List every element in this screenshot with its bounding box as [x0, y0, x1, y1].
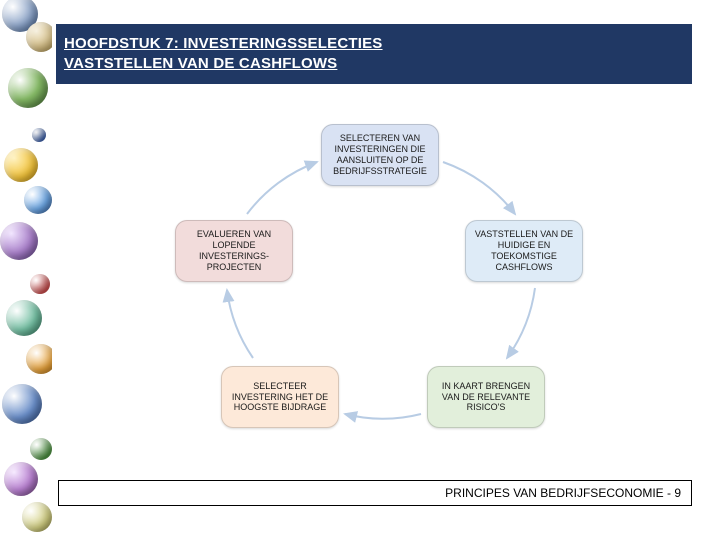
- decorative-marble: [2, 384, 42, 424]
- decorative-marble: [32, 128, 46, 142]
- title-line-2: VASTSTELLEN VAN DE CASHFLOWS: [64, 54, 692, 74]
- cycle-node: EVALUEREN VAN LOPENDE INVESTERINGS-PROJE…: [175, 220, 293, 282]
- cycle-arrow: [345, 414, 421, 419]
- cycle-node-label: VASTSTELLEN VAN DE HUIDIGE EN TOEKOMSTIG…: [470, 229, 578, 272]
- footer-box: PRINCIPES VAN BEDRIJFSECONOMIE - 9: [58, 480, 692, 506]
- cycle-node: VASTSTELLEN VAN DE HUIDIGE EN TOEKOMSTIG…: [465, 220, 583, 282]
- decorative-marble: [8, 68, 48, 108]
- cycle-node-label: IN KAART BRENGEN VAN DE RELEVANTE RISICO…: [432, 381, 540, 413]
- cycle-arrow: [443, 162, 515, 214]
- decorative-marbles-strip: [0, 0, 52, 540]
- cycle-node-label: SELECTEREN VAN INVESTERINGEN DIE AANSLUI…: [326, 133, 434, 176]
- decorative-marble: [4, 462, 38, 496]
- decorative-marble: [30, 274, 50, 294]
- decorative-marble: [4, 148, 38, 182]
- decorative-marble: [6, 300, 42, 336]
- cycle-node: IN KAART BRENGEN VAN DE RELEVANTE RISICO…: [427, 366, 545, 428]
- title-line-1: HOOFDSTUK 7: INVESTERINGSSELECTIES: [64, 34, 692, 54]
- cycle-diagram: SELECTEREN VAN INVESTERINGEN DIE AANSLUI…: [165, 118, 595, 458]
- cycle-node: SELECTEER INVESTERING HET DE HOOGSTE BIJ…: [221, 366, 339, 428]
- cycle-node-label: SELECTEER INVESTERING HET DE HOOGSTE BIJ…: [226, 381, 334, 413]
- decorative-marble: [0, 222, 38, 260]
- decorative-marble: [22, 502, 52, 532]
- cycle-arrow: [247, 162, 317, 214]
- cycle-node: SELECTEREN VAN INVESTERINGEN DIE AANSLUI…: [321, 124, 439, 186]
- slide: HOOFDSTUK 7: INVESTERINGSSELECTIES VASTS…: [0, 0, 720, 540]
- decorative-marble: [24, 186, 52, 214]
- cycle-arrow: [227, 290, 253, 358]
- cycle-node-label: EVALUEREN VAN LOPENDE INVESTERINGS-PROJE…: [180, 229, 288, 272]
- decorative-marble: [30, 438, 52, 460]
- slide-title-bar: HOOFDSTUK 7: INVESTERINGSSELECTIES VASTS…: [56, 24, 692, 84]
- decorative-marble: [26, 22, 52, 52]
- decorative-marble: [26, 344, 52, 374]
- cycle-arrow: [507, 288, 535, 358]
- footer-text: PRINCIPES VAN BEDRIJFSECONOMIE - 9: [445, 486, 681, 500]
